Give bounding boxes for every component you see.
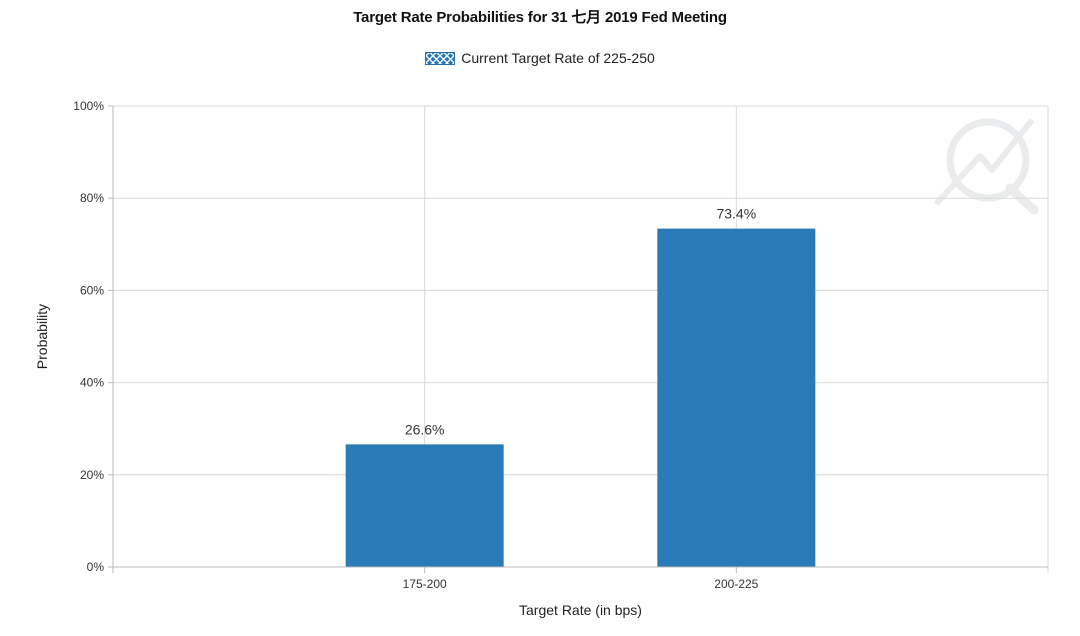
labels: 0% 20% 40% 60% 80% 100% 26.6% 73.4% 175-200 200-2… bbox=[34, 99, 759, 618]
legend[interactable]: Current Target Rate of 225-250 bbox=[0, 50, 1080, 68]
y-tick-label: 100% bbox=[73, 99, 104, 113]
y-axis-label: Probability bbox=[34, 304, 50, 369]
axes bbox=[108, 105, 1048, 573]
y-tick-label: 40% bbox=[80, 376, 104, 390]
bar-200-225[interactable] bbox=[657, 228, 816, 567]
y-tick-label: 20% bbox=[80, 468, 104, 482]
watermark-logo-icon bbox=[933, 118, 1039, 215]
grid-lines bbox=[113, 105, 1049, 572]
legend-swatch bbox=[425, 51, 456, 65]
bar-value-label: 26.6% bbox=[405, 421, 445, 437]
y-tick-label: 0% bbox=[87, 560, 105, 574]
legend-label: Current Target Rate of 225-250 bbox=[461, 50, 655, 66]
y-tick-label: 80% bbox=[80, 191, 104, 205]
bar-175-200[interactable] bbox=[345, 444, 504, 567]
chart-title: Target Rate Probabilities for 31 七月 2019… bbox=[353, 9, 727, 26]
x-tick-label: 175-200 bbox=[403, 577, 447, 591]
y-tick-label: 60% bbox=[80, 283, 104, 297]
bar-value-label: 73.4% bbox=[716, 206, 756, 222]
x-tick-label: 200-225 bbox=[714, 577, 758, 591]
x-axis-label: Target Rate (in bps) bbox=[519, 602, 642, 618]
bars bbox=[345, 228, 816, 567]
